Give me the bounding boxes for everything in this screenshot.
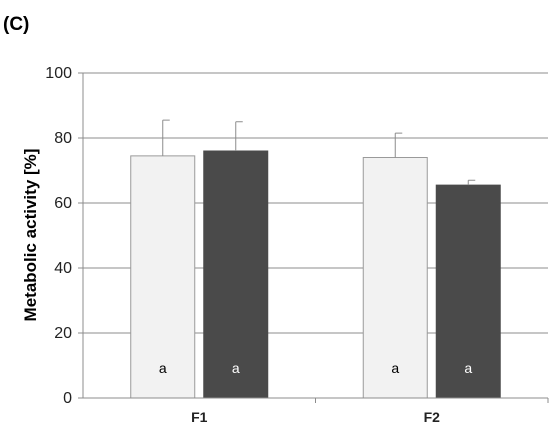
significance-letter: a xyxy=(391,360,399,376)
y-tick-label: 80 xyxy=(54,130,72,147)
y-tick-label: 40 xyxy=(54,260,72,277)
significance-letter: a xyxy=(159,360,167,376)
bar xyxy=(435,184,501,399)
axes: 0 20 40 60 80 100 F1 F2 xyxy=(45,65,549,425)
y-axis-title: Metabolic activity [%] xyxy=(21,149,40,322)
x-tick-label: F2 xyxy=(424,409,441,425)
significance-letter: a xyxy=(464,360,472,376)
y-tick-label: 100 xyxy=(45,65,72,82)
bar xyxy=(130,155,196,399)
bar xyxy=(203,150,269,399)
y-tick-label: 0 xyxy=(63,390,72,407)
x-tick-label: F1 xyxy=(191,409,208,425)
panel-label: (C) xyxy=(3,14,29,35)
y-tick-label: 60 xyxy=(54,195,72,212)
y-tick-label: 20 xyxy=(54,325,72,342)
significance-letter: a xyxy=(232,360,240,376)
